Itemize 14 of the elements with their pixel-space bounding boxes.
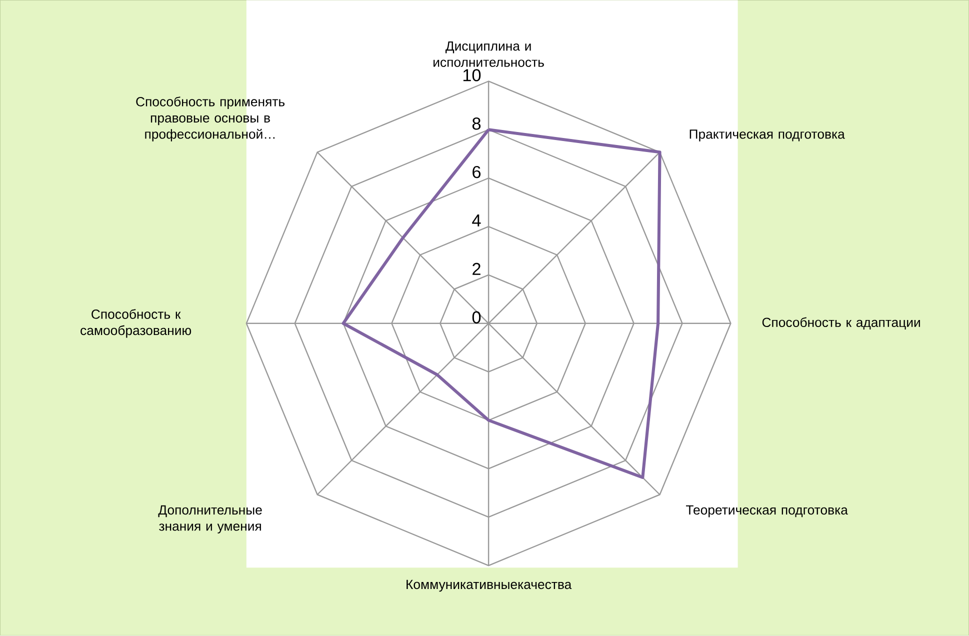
spoke-label: Дополнительные знания и умения	[158, 506, 262, 534]
y-tick-label: 10	[463, 69, 481, 82]
y-tick-label: 0	[472, 311, 481, 324]
spoke-label: Способность применять правовые основы в профессиональной…	[136, 96, 285, 142]
spoke-label: Дисциплина и исполнительность	[434, 42, 544, 68]
spoke-label: Коммуникативныекачества	[406, 580, 572, 592]
y-tick-label: 2	[472, 263, 480, 276]
spoke-label: Теоретическая подготовка	[686, 506, 848, 518]
spoke-label: Практическая подготовка	[690, 130, 845, 142]
y-tick-label: 4	[472, 214, 481, 227]
y-tick-label: 6	[472, 166, 481, 178]
spoke-label: Способность к адаптации	[762, 317, 920, 330]
y-tick-label: 8	[472, 118, 481, 130]
spoke-label: Способность к самообразованию	[80, 309, 192, 338]
